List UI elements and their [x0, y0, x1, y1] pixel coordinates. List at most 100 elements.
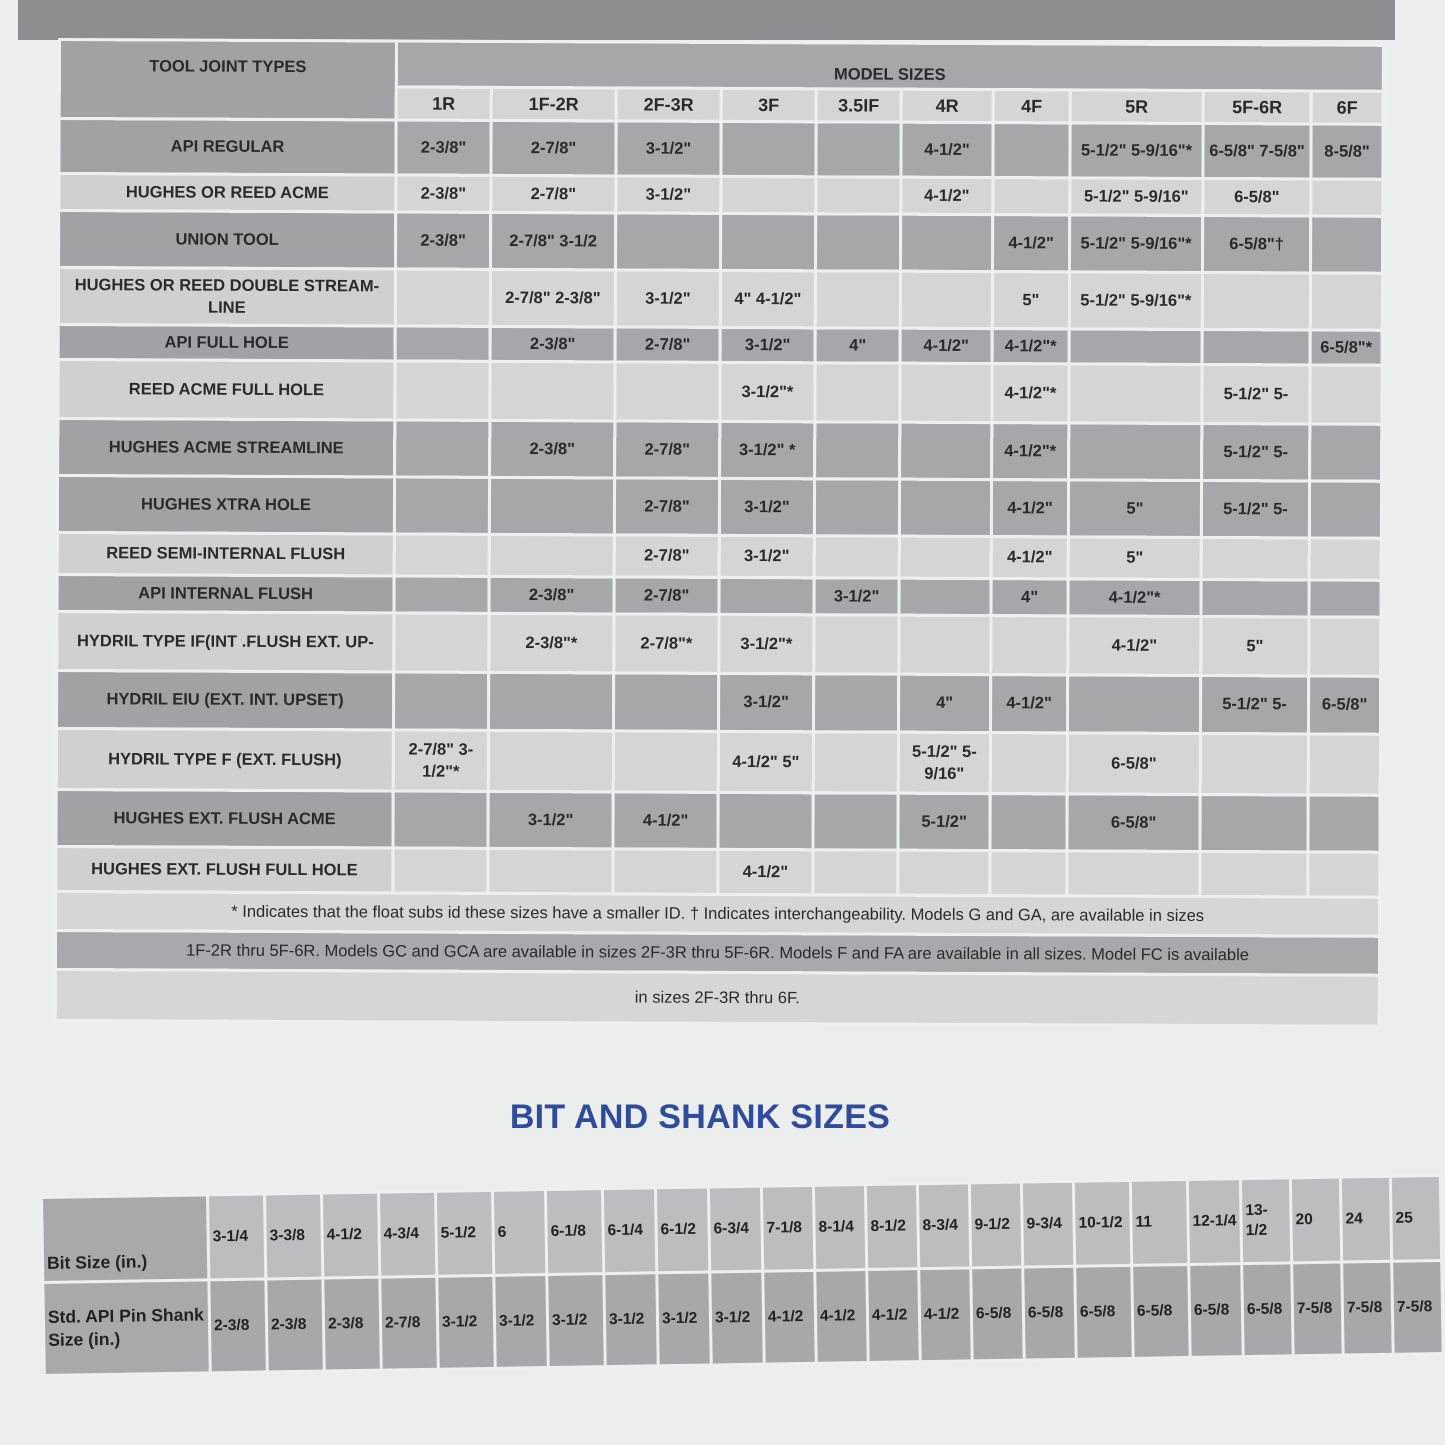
table-cell: 4-1/2" [1067, 615, 1201, 676]
row-label: REED ACME FULL HOLE [57, 359, 396, 420]
table-cell: 4" 4-1/2" [720, 270, 816, 328]
table-cell: 3-1/2" [720, 327, 816, 363]
table-cell: 2-3/8" [395, 119, 492, 176]
table-cell [812, 792, 899, 851]
table-cell [612, 848, 718, 895]
table-cell [717, 792, 814, 850]
table-cell [487, 848, 613, 894]
table-cell: 2-7/8" [615, 326, 721, 363]
table-row: REED SEMI-INTERNAL FLUSH 2-7/8" 3-1/2" 4-1/… [57, 532, 1382, 581]
bit-size-cell: 8-1/4 [813, 1184, 867, 1271]
table-cell: 6-5/8"* [1310, 329, 1383, 366]
column-header: 1R [396, 86, 492, 121]
shank-size-cell: 2-3/8 [208, 1278, 268, 1373]
table-cell [1308, 733, 1381, 796]
table-cell [1199, 794, 1309, 852]
table-cell [393, 612, 489, 673]
table-cell: 2-3/8" [488, 576, 615, 614]
table-cell: 6-5/8" [1202, 178, 1311, 216]
table-cell: 5-1/2" 5- [1200, 675, 1309, 734]
table-cell [1307, 851, 1380, 898]
row-label: HYDRIL TYPE IF(INT .FLUSH EXT. UP- [56, 611, 394, 672]
table-cell [1310, 178, 1383, 217]
bit-size-cell: 8-1/2 [865, 1183, 919, 1270]
table-cell: 2-7/8"* [613, 613, 719, 674]
bit-shank-table: Bit Size (in.) 3-1/4 3-3/8 4-1/2 4-3/4 5-1/2 6… [40, 1174, 1445, 1377]
table-cell [720, 121, 817, 177]
shank-size-cell: 4-1/2 [762, 1270, 817, 1365]
shank-size-cell: 6-5/8 [970, 1267, 1025, 1361]
table-cell [897, 850, 990, 896]
table-cell: 2-3/8"* [488, 613, 614, 673]
shank-size-cell: 6-5/8 [1022, 1266, 1077, 1361]
table-cell: 3-1/2" [615, 175, 721, 214]
table-cell [488, 672, 614, 731]
table-cell: 2-3/8" [490, 326, 616, 362]
table-cell [1066, 850, 1200, 897]
table-cell: 4-1/2"* [992, 328, 1070, 364]
shank-size-cell: 4-1/2 [814, 1269, 869, 1364]
bit-size-cell: 6-1/8 [545, 1188, 604, 1275]
bit-size-cell: 20 [1290, 1177, 1342, 1263]
table-cell: 3-1/2" [719, 535, 815, 578]
table-row: API INTERNAL FLUSH 2-3/8" 2-7/8" 3-1/2" 4" 4-… [56, 574, 1382, 618]
table-cell [720, 213, 816, 271]
table-cell [489, 477, 615, 535]
table-row: REED ACME FULL HOLE 3-1/2"* 4-1/2"* 5-1/2" … [57, 359, 1383, 425]
table-cell [990, 732, 1068, 794]
table-cell: 3-1/2" [719, 478, 815, 536]
table-cell [1309, 537, 1382, 581]
table-cell: 2-7/8" 3-1/2 [490, 212, 616, 270]
table-cell: 2-7/8" [490, 175, 616, 213]
table-row: API REGULAR 2-3/8" 2-7/8" 3-1/2" 4-1/2" 5-1/2… [58, 118, 1384, 180]
table-cell: 4-1/2" [990, 674, 1068, 733]
table-cell [1068, 363, 1203, 424]
table-cell: 4-1/2" [991, 536, 1069, 579]
bit-size-cell: 6-3/4 [708, 1186, 763, 1272]
shank-size-cell: 2-7/8 [379, 1276, 439, 1371]
table-cell: 5" [1068, 479, 1202, 538]
table-cell: 3-1/2" [813, 577, 900, 616]
table-row: HYDRIL TYPE IF(INT .FLUSH EXT. UP- 2-3/8"… [56, 611, 1381, 677]
table-cell [814, 535, 900, 579]
table-cell [1310, 272, 1383, 331]
row-label: HYDRIL EIU (EXT. INT. UPSET) [56, 670, 394, 730]
table-cell [1310, 215, 1383, 274]
table-cell: 5-1/2" 5-9/16"* [1069, 271, 1203, 330]
bit-shank-title: BIT AND SHANK SIZES [509, 1098, 891, 1136]
table-cell [489, 361, 616, 421]
table-row: UNION TOOL 2-3/8" 2-7/8" 3-1/2 4-1/2" 5-1/2"… [58, 210, 1383, 274]
table-cell [1201, 537, 1310, 580]
table-cell: 4-1/2" [900, 177, 993, 215]
table-cell: 3-1/2"* [718, 614, 814, 674]
shank-size-cell: 4-1/2 [918, 1267, 973, 1362]
table-cell [394, 360, 491, 421]
bit-size-cell: 24 [1340, 1176, 1392, 1263]
table-cell: 6-5/8" [1066, 793, 1201, 852]
shank-size-cell: 2-3/8 [265, 1278, 325, 1372]
row-label: HUGHES OR REED ACME [58, 173, 396, 212]
row-label: HUGHES OR REED DOUBLE STREAM-LINE [58, 267, 396, 326]
table-cell: 4-1/2" [992, 214, 1070, 272]
shank-size-cell: 3-1/2 [493, 1274, 549, 1369]
shank-size-cell: 3-1/2 [436, 1275, 496, 1370]
table-cell: 4-1/2"* [991, 422, 1069, 480]
table-cell: 4-1/2" [900, 328, 993, 364]
table-cell [812, 849, 898, 896]
table-cell [815, 176, 901, 215]
table-cell [1068, 422, 1202, 481]
table-cell: 2-7/8" 2-3/8" [490, 269, 616, 327]
row-label: API FULL HOLE [58, 324, 396, 361]
table-cell [1200, 579, 1310, 617]
table-cell: 4-1/2" [612, 791, 719, 850]
table-cell [1202, 272, 1311, 330]
table-row: HUGHES OR REED ACME 2-3/8" 2-7/8" 3-1/2" 4-1… [58, 173, 1383, 217]
table-cell [899, 363, 993, 423]
table-cell [814, 478, 900, 537]
table-cell [394, 533, 490, 577]
table-cell: 5-1/2" 5-9/16"* [1069, 214, 1203, 273]
table-cell: 3-1/2" [487, 791, 614, 849]
table-cell: 2-3/8" [395, 174, 491, 213]
table-cell: 2-7/8" 3-1/2"* [393, 729, 489, 792]
table-cell: 4-1/2" [717, 849, 813, 895]
